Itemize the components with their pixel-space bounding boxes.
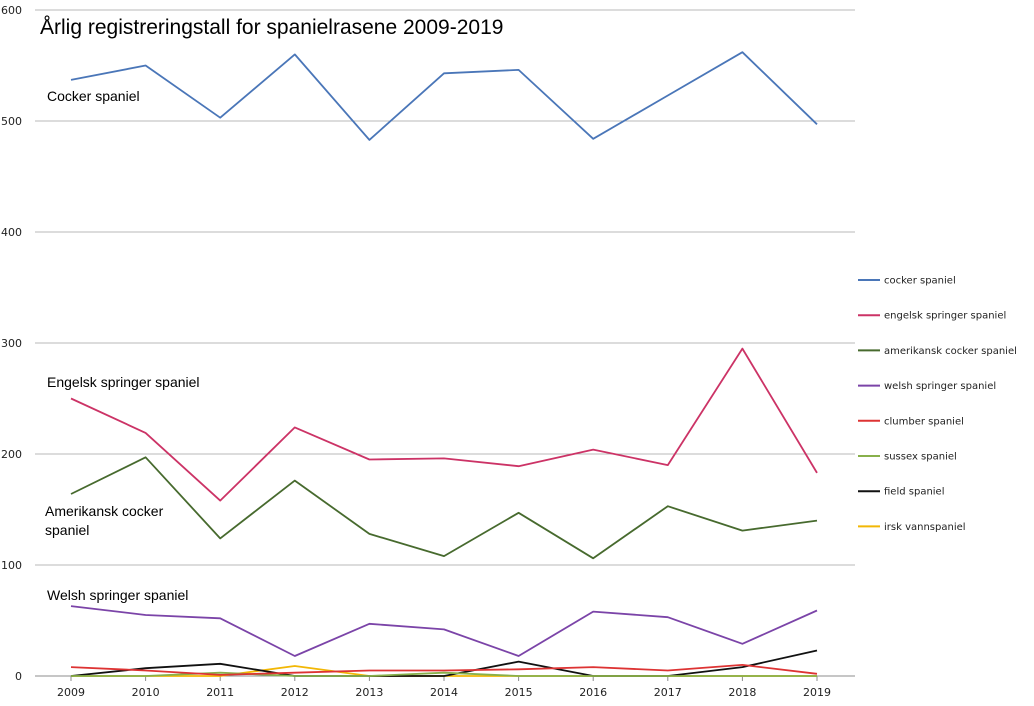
y-tick-label: 400 [1,226,22,239]
annotation-welsh: Welsh springer spaniel [47,587,188,603]
x-tick-label: 2016 [579,686,607,699]
y-tick-label: 600 [1,4,22,17]
x-tick-label: 2013 [355,686,383,699]
annotation-amerikansk-2: spaniel [45,522,89,538]
chart-title: Årlig registreringstall for spanielrasen… [40,16,503,39]
x-tick-label: 2015 [505,686,533,699]
series-lines [70,51,818,677]
legend-label-4: clumber spaniel [884,416,964,427]
x-tick-label: 2010 [132,686,160,699]
x-axis: 2009 2010 2011 2012 2013 2014 2015 2016 2017 2018… [35,675,855,699]
x-tick-label: 2014 [430,686,458,699]
series-line-4 [70,664,818,676]
x-tick-label: 2019 [803,686,831,699]
annotation-amerikansk-1: Amerikansk cocker [45,503,164,519]
annotation-cocker: Cocker spaniel [47,88,140,104]
annotation-engelsk: Engelsk springer spaniel [47,374,200,390]
y-tick-label: 200 [1,448,22,461]
series-line-1 [70,347,818,502]
legend-label-2: amerikansk cocker spaniel [884,346,1017,357]
legend-label-1: engelsk springer spaniel [884,311,1006,322]
legend-label-3: welsh springer spaniel [884,381,996,392]
y-tick-label: 0 [15,670,22,683]
y-tick-label: 100 [1,559,22,572]
y-axis: 0 100 200 300 400 500 600 [1,4,22,683]
legend-label-0: cocker spaniel [884,276,956,287]
legend-label-5: sussex spaniel [884,452,957,463]
y-tick-label: 300 [1,337,22,350]
series-line-6 [70,649,818,677]
x-tick-label: 2017 [654,686,682,699]
series-line-2 [70,456,818,560]
series-line-0 [70,51,818,141]
y-tick-label: 500 [1,115,22,128]
gridlines [35,9,855,566]
x-tick-label: 2009 [57,686,85,699]
legend-label-6: field spaniel [884,487,945,498]
legend: cocker spaniel engelsk springer spaniel am… [858,276,1017,533]
legend-label-7: irsk vannspaniel [884,522,966,533]
x-tick-label: 2018 [728,686,756,699]
x-tick-label: 2011 [206,686,234,699]
x-tick-label: 2012 [281,686,309,699]
series-line-3 [70,605,818,657]
